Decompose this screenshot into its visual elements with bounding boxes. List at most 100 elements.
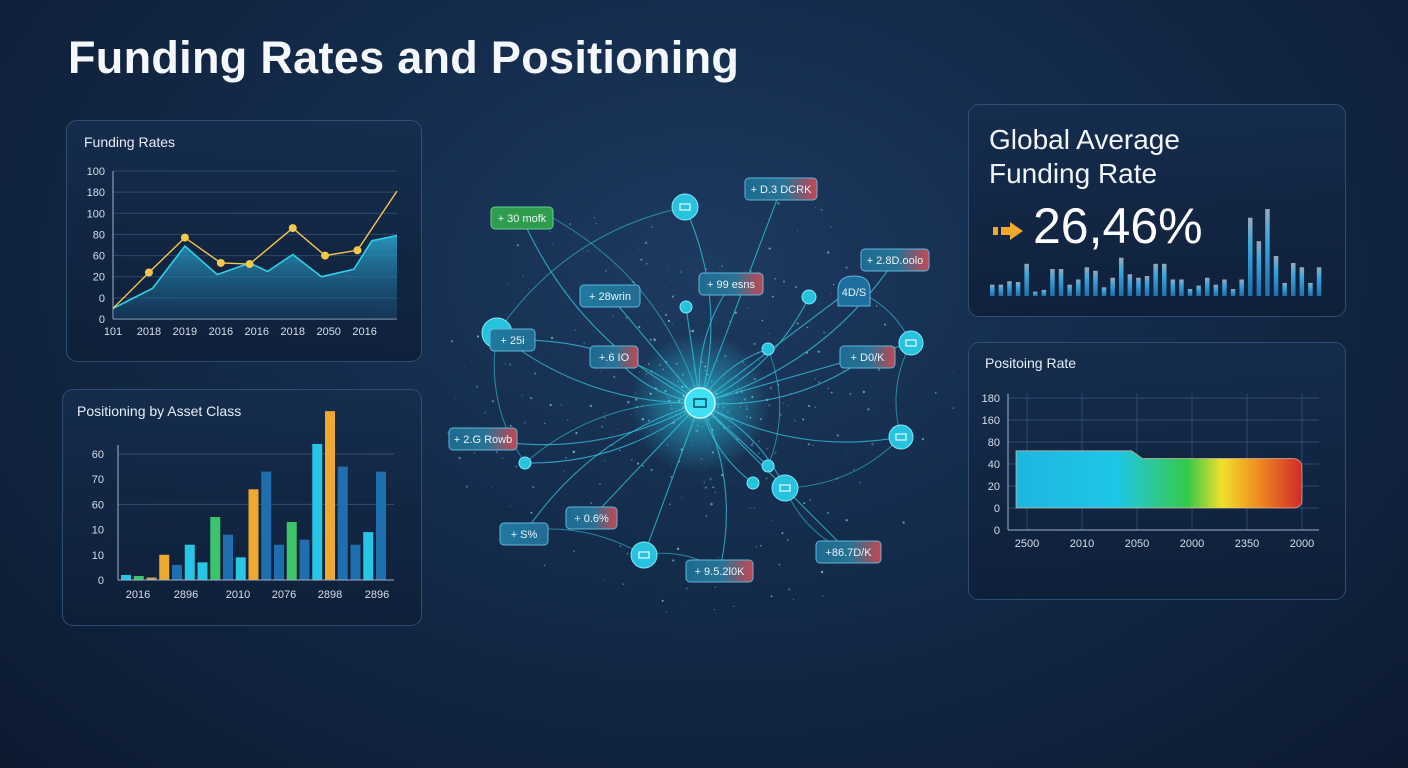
network-label-text: 4D/S [842, 287, 866, 299]
area-series [113, 235, 397, 319]
star-dot [796, 322, 799, 325]
star-dot [820, 208, 823, 211]
network-label-text: +86.7D/K [825, 547, 872, 559]
positioning-area [1015, 450, 1303, 509]
star-dot [859, 481, 861, 484]
network-label-text: + 28wrin [589, 291, 631, 303]
star-dot [761, 319, 764, 322]
network-label-box [837, 275, 871, 307]
star-dot [783, 280, 785, 283]
network-node [679, 300, 693, 314]
network-label-box [815, 540, 882, 564]
network-label-text: + 9.5.2l0K [695, 566, 746, 578]
positioning-rate-title: Positoing Rate [985, 355, 1077, 371]
network-edge [699, 402, 902, 443]
sparkline-bar [1308, 282, 1313, 296]
star-dot [704, 486, 707, 489]
x-tick-label: 2016 [352, 326, 376, 338]
star-dot [839, 325, 841, 327]
star-dot [483, 411, 486, 414]
star-dot [740, 527, 742, 529]
star-dot [700, 472, 702, 474]
star-dot [560, 404, 562, 406]
sparkline-bar [1239, 279, 1244, 296]
star-dot [614, 444, 616, 446]
network-label-box [839, 345, 896, 369]
star-dot [818, 279, 819, 281]
star-dot [862, 390, 866, 394]
network-edge [895, 342, 912, 438]
star-dot [714, 491, 717, 494]
star-dot [687, 532, 689, 534]
bar [312, 443, 323, 580]
star-dot [680, 271, 682, 274]
network-label-text: + 25i [500, 335, 524, 347]
star-dot [845, 519, 848, 522]
star-dot [753, 342, 756, 345]
star-dot [509, 424, 512, 427]
x-tick-label: 2018 [281, 326, 305, 338]
network-node [761, 342, 775, 356]
network-edge [524, 402, 701, 464]
star-dot [595, 407, 597, 409]
network-label-box [489, 328, 536, 352]
star-dot [875, 305, 878, 307]
network-label-text: + 2.8D.oolo [867, 255, 924, 267]
sparkline-bar [1093, 270, 1098, 296]
star-dot [672, 322, 674, 324]
sparkline-bar [1316, 267, 1322, 296]
y-tick-label: 100 [87, 208, 105, 220]
star-dot [806, 326, 809, 329]
star-dot [775, 394, 777, 396]
x-tick-label: 2050 [1125, 538, 1149, 550]
star-dot [718, 557, 720, 559]
network-node [898, 330, 924, 356]
network-node [888, 424, 914, 450]
y-tick-label: 0 [99, 293, 105, 305]
star-dot [619, 449, 621, 452]
x-tick-label: 2896 [365, 589, 389, 601]
star-dot [852, 315, 854, 316]
network-label-text: + 2.G Rowb [454, 434, 512, 446]
network-node [671, 193, 699, 221]
star-dot [530, 397, 533, 400]
star-dot [491, 487, 493, 488]
bar [121, 574, 131, 580]
star-dot [600, 371, 602, 372]
y-tick-label: 60 [92, 449, 104, 461]
star-dot [626, 552, 629, 555]
star-dot [501, 457, 504, 459]
star-dot [783, 346, 785, 348]
sparkline-bar [1282, 282, 1287, 296]
network-edge [699, 356, 868, 405]
star-dot [451, 340, 453, 343]
bar [350, 544, 361, 580]
star-dot [550, 336, 554, 340]
star-dot [755, 546, 758, 548]
star-dot [709, 477, 712, 481]
sparkline-bar [1084, 267, 1090, 296]
star-dot [820, 570, 824, 574]
star-dot [595, 223, 597, 225]
star-dot [649, 338, 652, 341]
bar [376, 471, 386, 580]
star-dot [625, 316, 628, 320]
sparkline-bar [1291, 262, 1296, 296]
star-dot [603, 416, 606, 419]
bar [210, 517, 221, 580]
star-dot [685, 587, 688, 590]
sparkline-bar [1024, 263, 1029, 296]
bar [274, 544, 284, 580]
network-edge [699, 188, 782, 404]
star-dot [619, 545, 622, 547]
star-dot [640, 258, 643, 261]
network-label-box [565, 506, 618, 530]
star-dot [666, 265, 668, 267]
x-tick-label: 2076 [272, 589, 296, 601]
star-dot [616, 429, 618, 430]
star-dot [598, 482, 602, 486]
star-dot [691, 329, 695, 333]
y-tick-label: 20 [988, 481, 1000, 493]
star-dot [792, 598, 794, 600]
bar [363, 532, 374, 580]
